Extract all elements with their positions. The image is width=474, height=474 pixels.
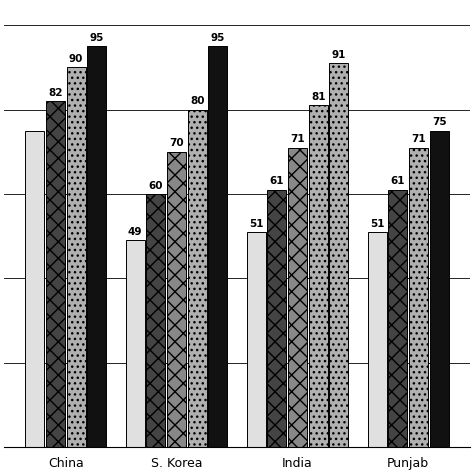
Text: 90: 90 bbox=[69, 54, 83, 64]
Text: 61: 61 bbox=[391, 176, 405, 186]
Text: 75: 75 bbox=[432, 118, 447, 128]
Bar bbox=[208, 46, 228, 447]
Bar bbox=[167, 152, 186, 447]
Bar bbox=[67, 67, 86, 447]
Text: 51: 51 bbox=[370, 219, 384, 228]
Bar bbox=[246, 232, 266, 447]
Bar bbox=[126, 240, 145, 447]
Text: 81: 81 bbox=[311, 92, 326, 102]
Bar bbox=[188, 109, 207, 447]
Text: 95: 95 bbox=[90, 33, 104, 43]
Bar bbox=[267, 190, 286, 447]
Bar bbox=[146, 194, 165, 447]
Bar bbox=[25, 131, 45, 447]
Text: 60: 60 bbox=[148, 181, 163, 191]
Text: 91: 91 bbox=[332, 50, 346, 60]
Text: 71: 71 bbox=[290, 134, 305, 144]
Bar bbox=[87, 46, 106, 447]
Text: 71: 71 bbox=[411, 134, 426, 144]
Text: 61: 61 bbox=[270, 176, 284, 186]
Text: 70: 70 bbox=[169, 138, 184, 148]
Bar bbox=[429, 131, 449, 447]
Text: 51: 51 bbox=[249, 219, 264, 228]
Bar bbox=[288, 147, 307, 447]
Text: 95: 95 bbox=[210, 33, 225, 43]
Bar bbox=[46, 101, 65, 447]
Bar bbox=[409, 147, 428, 447]
Bar bbox=[309, 105, 328, 447]
Bar bbox=[368, 232, 387, 447]
Text: 80: 80 bbox=[190, 96, 204, 106]
Text: 49: 49 bbox=[128, 227, 142, 237]
Text: 82: 82 bbox=[48, 88, 63, 98]
Bar bbox=[329, 63, 348, 447]
Bar bbox=[388, 190, 407, 447]
